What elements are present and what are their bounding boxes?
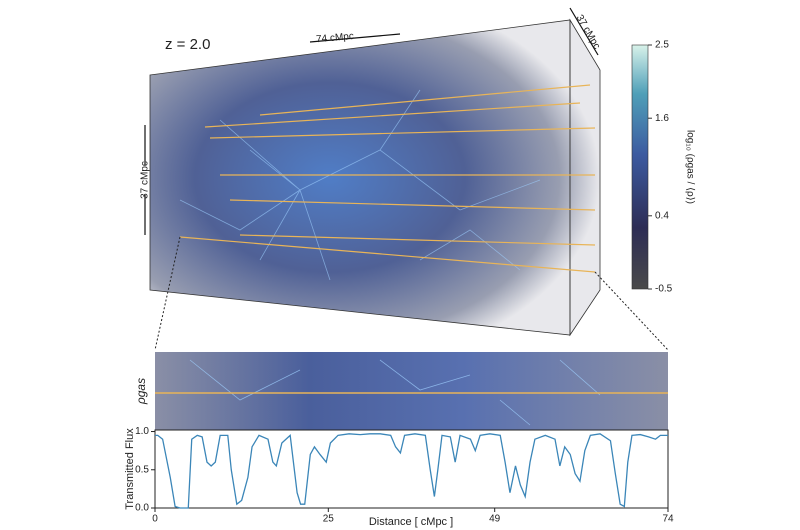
- filaments: [189, 359, 601, 426]
- sightline-slice: [155, 352, 668, 430]
- colorbar-tick-label: 0.4: [655, 210, 669, 221]
- x-tick-label: 49: [489, 514, 501, 525]
- y-axis-label: Transmitted Flux: [124, 428, 136, 510]
- plot-frame: [154, 429, 669, 509]
- strip-label: ρgas: [134, 378, 148, 405]
- colorbar: [631, 44, 649, 290]
- box-length-label: 74 cMpc: [316, 31, 355, 45]
- simulation-box: [144, 7, 669, 351]
- y-tick-label: 1.0: [135, 426, 149, 437]
- y-tick-label: 0.5: [135, 464, 149, 475]
- x-tick-label: 25: [323, 514, 335, 525]
- colorbar-label: log₁₀ (ρgas / ⟨ρ⟩): [684, 130, 695, 204]
- colorbar-tick-label: 2.5: [655, 40, 669, 51]
- colorbar-tick-label: -0.5: [655, 284, 673, 295]
- x-tick-label: 0: [152, 514, 158, 525]
- flux-line: [155, 433, 668, 509]
- box-height-label: 37 cMpc: [140, 161, 151, 199]
- redshift-label: z = 2.0: [165, 36, 210, 53]
- y-tick-label: 0.0: [135, 503, 149, 514]
- colorbar-tick-label: 1.6: [655, 113, 669, 124]
- x-axis-label: Distance [ cMpc ]: [369, 516, 453, 528]
- x-tick-label: 74: [662, 514, 674, 525]
